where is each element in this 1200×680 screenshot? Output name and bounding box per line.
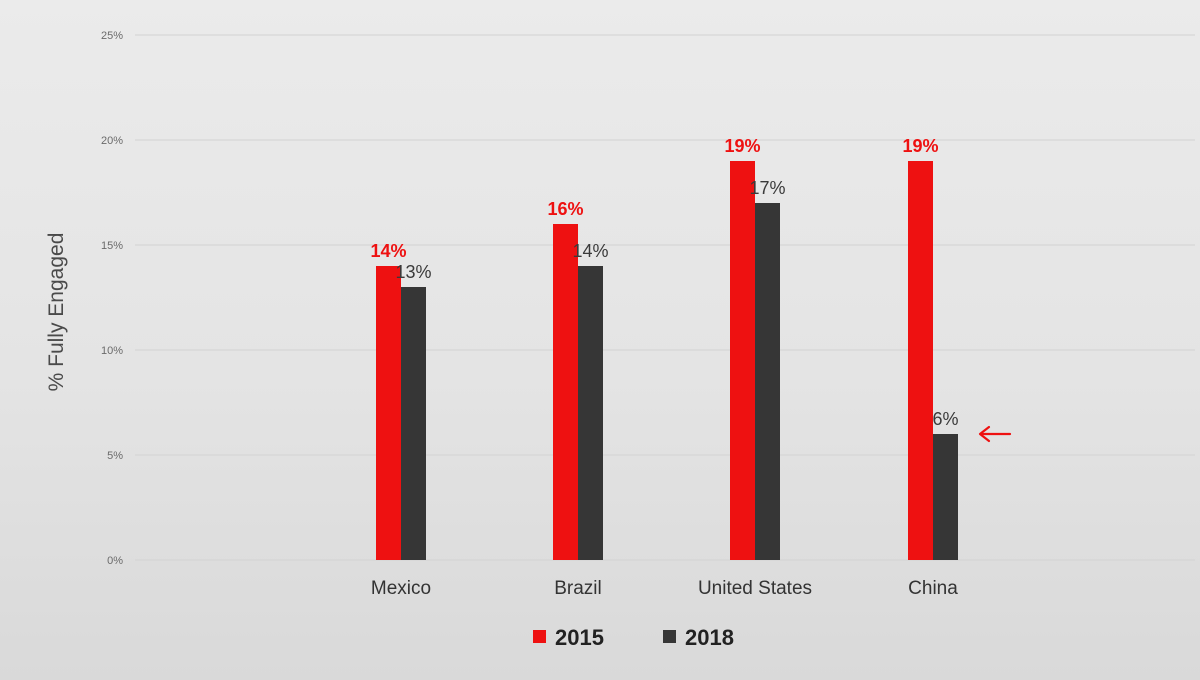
category-label: China bbox=[908, 578, 958, 599]
legend-label: 2018 bbox=[685, 625, 734, 650]
bar-2015-united-states bbox=[730, 161, 755, 560]
legend-swatch-2015 bbox=[533, 630, 546, 643]
category-label: Mexico bbox=[371, 578, 431, 599]
bar-2015-china bbox=[908, 161, 933, 560]
y-axis-label: % Fully Engaged bbox=[45, 233, 68, 392]
data-labels: 14%16%19% 19%13%14%17%6% bbox=[370, 136, 958, 429]
bar-2018-united-states bbox=[755, 203, 780, 560]
arrow-icon bbox=[978, 425, 1012, 443]
data-label: 17% bbox=[749, 178, 785, 198]
data-label: 19% bbox=[724, 136, 760, 156]
data-label: 19% bbox=[902, 136, 938, 156]
data-label: 14% bbox=[370, 241, 406, 261]
y-tick-label: 0% bbox=[107, 555, 123, 567]
data-label: 6% bbox=[932, 409, 958, 429]
y-tick-label: 5% bbox=[107, 450, 123, 462]
category-label: United States bbox=[698, 578, 812, 599]
data-label: 16% bbox=[547, 199, 583, 219]
data-label: 14% bbox=[572, 241, 608, 261]
legend-swatch-2018 bbox=[663, 630, 676, 643]
arrow-head bbox=[978, 425, 991, 443]
bars bbox=[376, 161, 958, 560]
gridlines bbox=[135, 34, 1195, 561]
bar-2018-mexico bbox=[401, 287, 426, 560]
bar-2018-china bbox=[933, 434, 958, 560]
bar-2015-brazil bbox=[553, 224, 578, 560]
legend-label: 2015 bbox=[555, 625, 604, 650]
y-tick-label: 20% bbox=[101, 135, 123, 147]
bar-2015-mexico bbox=[376, 266, 401, 560]
y-tick-label: 15% bbox=[101, 240, 123, 252]
y-tick-label: 25% bbox=[101, 30, 123, 42]
y-tick-label: 10% bbox=[101, 345, 123, 357]
x-axis-categories: Mexico Brazil United States China bbox=[371, 578, 958, 599]
legend: 2015 2018 bbox=[533, 625, 734, 650]
y-axis-ticks: 0% 5% 10% 15% 20% 25% bbox=[101, 30, 123, 567]
data-label: 13% bbox=[395, 262, 431, 282]
category-label: Brazil bbox=[554, 578, 602, 599]
bar-2018-brazil bbox=[578, 266, 603, 560]
